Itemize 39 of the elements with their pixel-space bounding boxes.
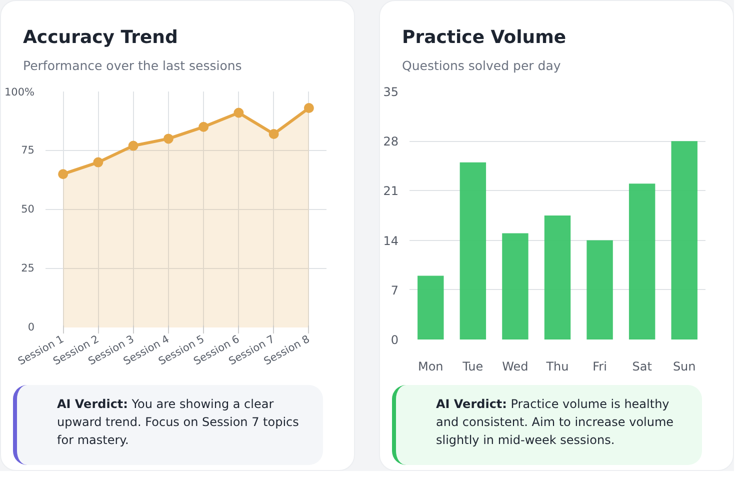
x-tick-label: Mon <box>418 360 444 374</box>
y-tick-label: 35 <box>383 85 399 99</box>
point <box>304 103 314 114</box>
bar <box>628 184 656 340</box>
y-tick-label: 14 <box>383 234 399 248</box>
point <box>163 134 174 144</box>
point <box>128 140 138 151</box>
x-tick-label: Sat <box>632 360 652 374</box>
y-tick-label: 7 <box>390 283 399 298</box>
bar <box>671 141 698 340</box>
x-tick-label: Tue <box>462 360 484 374</box>
chart-title: Practice Volume <box>402 26 566 50</box>
bar <box>460 162 486 340</box>
bar <box>544 216 571 340</box>
x-tick-label: Thu <box>545 360 569 374</box>
x-tick-label: Fri <box>592 360 607 374</box>
y-tick-label: 0 <box>28 322 35 334</box>
x-tick-label: Sun <box>672 360 696 374</box>
y-tick-label: 100% <box>4 86 35 98</box>
point <box>234 108 244 118</box>
point <box>198 122 209 132</box>
text: AI Verdict: Practice volume is healthy and consistent. Aim to increase volume slightly in mid-week sessions. <box>436 396 675 449</box>
y-tick-label: 28 <box>383 134 399 149</box>
y-tick-label: 0 <box>390 333 399 347</box>
text: AI Verdict: You are showing a clear upward trend. Focus on Session 7 topics for mastery. <box>57 396 300 449</box>
y-tick-label: 25 <box>21 262 35 274</box>
bar <box>502 233 528 340</box>
chart-title: Accuracy Trend <box>23 26 179 50</box>
y-tick-label: 50 <box>21 204 35 216</box>
bar <box>418 276 444 340</box>
chart-subtitle: Performance over the last sessions <box>23 56 242 75</box>
y-tick-label: 21 <box>383 184 399 198</box>
bar <box>586 240 613 340</box>
point <box>58 169 68 180</box>
chart-subtitle: Questions solved per day <box>402 56 562 75</box>
y-tick-label: 75 <box>21 144 35 156</box>
x-tick-label: Wed <box>502 360 528 374</box>
point <box>93 157 104 168</box>
point <box>268 128 279 139</box>
